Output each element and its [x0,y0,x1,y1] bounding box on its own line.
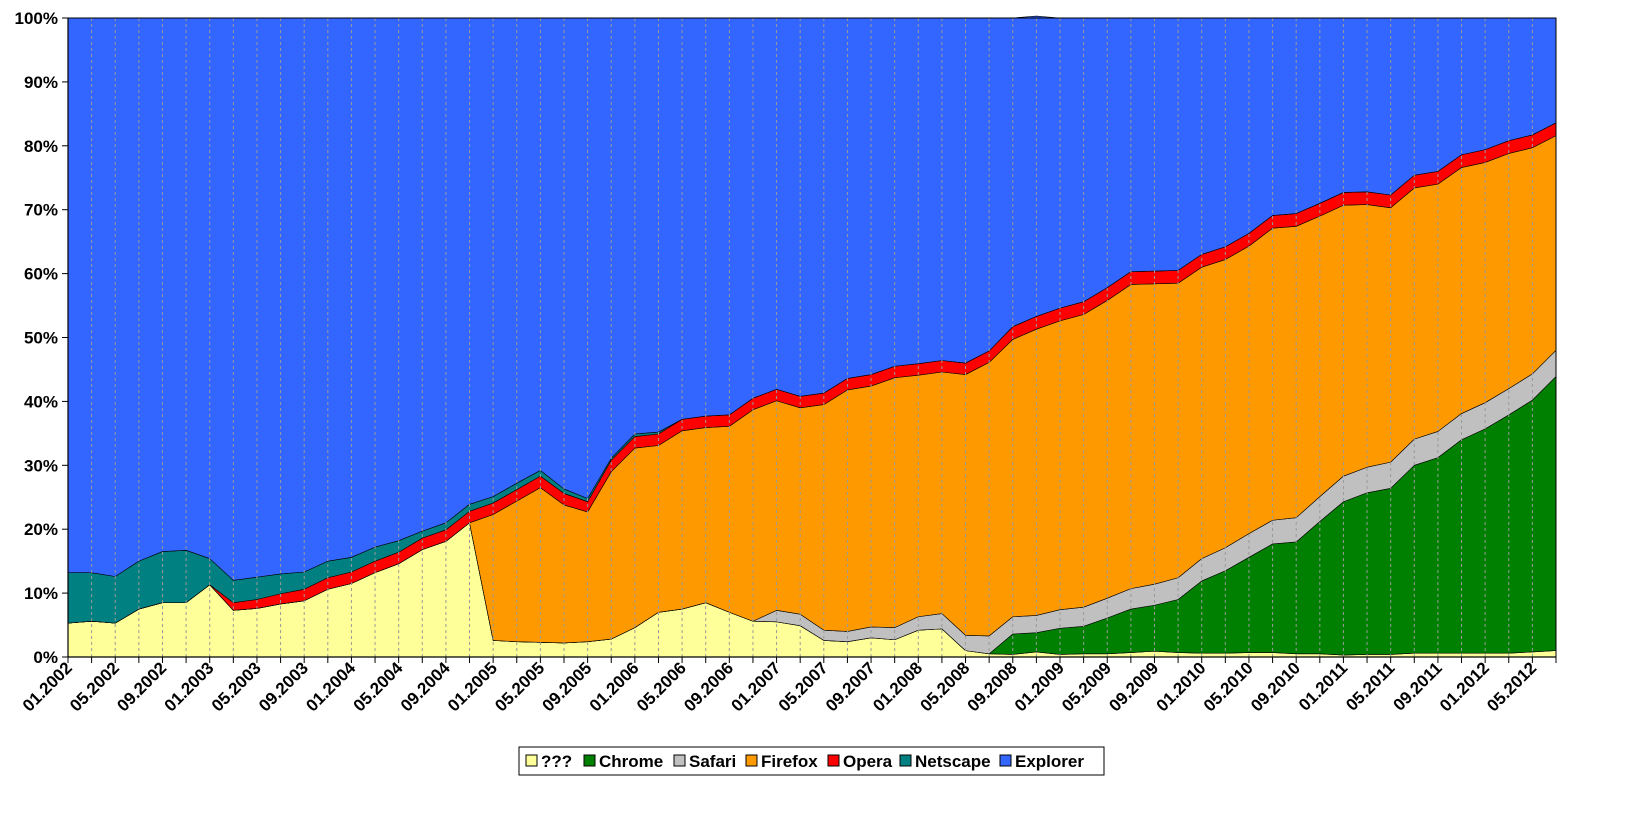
x-axis-ticks: 01.200205.200209.200201.200305.200309.20… [19,657,1557,715]
y-axis-ticks: 0% 10% 20% 30% 40% 50% 60% 70% 80% 90% 100% [15,9,68,667]
y-tick-label: 30% [24,456,58,475]
x-tick-label: 09.2009 [1105,658,1162,715]
x-tick-label: 01.2007 [728,658,785,715]
x-tick-label: 05.2004 [350,658,407,715]
legend-label-explorer: Explorer [1015,752,1084,771]
x-tick-label: 01.2003 [161,658,218,715]
legend-swatch-opera [827,754,840,767]
x-tick-label: 05.2009 [1058,658,1115,715]
legend-label-netscape: Netscape [915,752,991,771]
x-tick-label: 05.2007 [775,658,832,715]
x-tick-label: 01.2008 [869,658,926,715]
gridlines [91,18,1533,657]
legend-label-opera: Opera [843,752,893,771]
x-tick-label: 01.2004 [302,658,359,715]
legend-swatch-firefox [745,754,758,767]
x-tick-label: 09.2002 [113,658,170,715]
x-tick-label: 05.2002 [66,658,123,715]
legend-swatch-chrome [583,754,596,767]
x-tick-label: 09.2007 [822,658,879,715]
x-tick-label: 09.2006 [680,658,737,715]
x-tick-label: 01.2012 [1436,658,1493,715]
y-tick-label: 20% [24,520,58,539]
legend-label-firefox: Firefox [761,752,818,771]
x-tick-label: 09.2008 [964,658,1021,715]
x-tick-label: 01.2010 [1153,658,1210,715]
y-tick-label: 100% [15,9,58,28]
y-tick-label: 70% [24,201,58,220]
x-tick-label: 09.2004 [397,658,454,715]
y-tick-label: 50% [24,329,58,348]
x-tick-label: 09.2011 [1390,658,1446,714]
y-tick-label: 40% [24,392,58,411]
legend-swatch-explorer [999,754,1012,767]
x-tick-label: 05.2006 [633,658,690,715]
y-tick-label: 60% [24,265,58,284]
series-areas [67,15,1557,658]
x-tick-label: 01.2006 [586,658,643,715]
y-tick-label: 80% [24,137,58,156]
x-tick-label: 05.2005 [491,658,548,715]
x-tick-label: 01.2011 [1295,658,1351,714]
y-tick-label: 0% [33,648,58,667]
legend-swatch-safari [673,754,686,767]
x-tick-label: 05.2003 [208,658,265,715]
x-tick-label: 05.2011 [1342,658,1398,714]
legend: ??? Chrome Safari Firefox Opera Netscape Explo… [518,746,1105,776]
x-tick-label: 05.2012 [1483,658,1540,715]
x-tick-label: 05.2010 [1200,658,1257,715]
x-tick-label: 09.2005 [539,658,596,715]
legend-label-unknown: ??? [541,752,572,771]
legend-label-chrome: Chrome [599,752,663,771]
x-tick-label: 09.2003 [255,658,312,715]
y-tick-label: 10% [24,584,58,603]
x-tick-label: 01.2005 [444,658,501,715]
y-tick-label: 90% [24,73,58,92]
x-tick-label: 01.2009 [1011,658,1068,715]
x-tick-label: 09.2010 [1247,658,1304,715]
x-tick-label: 05.2008 [916,658,973,715]
legend-swatch-netscape [899,754,912,767]
legend-label-safari: Safari [689,752,736,771]
legend-swatch-unknown [525,754,538,767]
